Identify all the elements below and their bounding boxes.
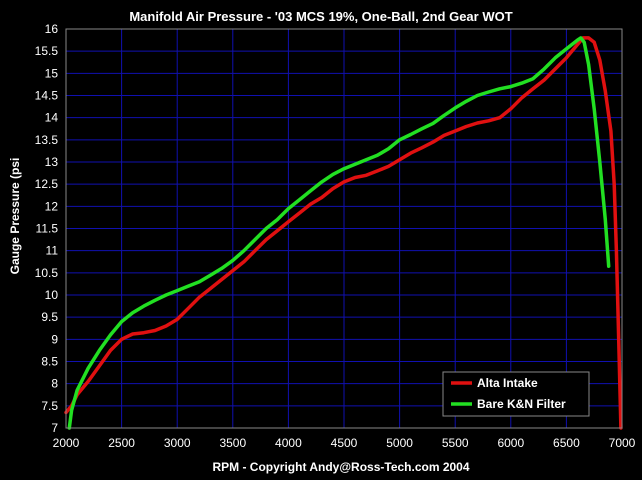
- x-axis-ticks: 2000 2500 3000 3500 4000 4500 5000 5500 6000 6500…: [53, 436, 636, 450]
- series-line-0: [64, 36, 623, 430]
- y-tick-label: 15.5: [35, 44, 59, 58]
- y-tick-label: 11.5: [36, 222, 59, 236]
- x-tick-label: 5500: [442, 436, 469, 450]
- x-tick-label: 2000: [53, 436, 80, 450]
- x-tick-label: 6000: [497, 436, 524, 450]
- x-tick-label: 6500: [553, 436, 580, 450]
- x-tick-label: 2500: [108, 436, 135, 450]
- y-axis-label: Gauge Pressure (psi: [8, 158, 22, 275]
- x-tick-label: 5000: [386, 436, 413, 450]
- x-tick-label: 3000: [164, 436, 191, 450]
- y-tick-label: 7: [51, 421, 58, 435]
- y-tick-label: 12: [45, 199, 59, 213]
- plot-border: [65, 28, 623, 429]
- legend: Alta Intake Bare K&N Filter: [442, 371, 590, 417]
- series-lines: [64, 36, 623, 430]
- y-tick-label: 8.5: [41, 355, 58, 369]
- x-tick-label: 3500: [219, 436, 246, 450]
- y-tick-label: 12.5: [35, 177, 59, 191]
- x-tick-label: 4000: [275, 436, 302, 450]
- y-tick-label: 10: [45, 288, 59, 302]
- y-tick-label: 14: [45, 111, 59, 125]
- y-tick-label: 11: [46, 244, 59, 258]
- chart-title: Manifold Air Pressure - '03 MCS 19%, One…: [129, 9, 512, 24]
- series-line-1: [67, 36, 611, 430]
- y-tick-label: 8: [51, 377, 58, 391]
- y-tick-label: 14.5: [35, 89, 59, 103]
- x-axis-label: RPM - Copyright Andy@Ross-Tech.com 2004: [212, 460, 469, 474]
- y-tick-label: 9.5: [41, 310, 58, 324]
- y-axis-ticks: 7 7.5 8 8.5 9 9.5 10 10.5 11 11.5 12 12.5 13 13.5 14 14…: [35, 22, 59, 435]
- y-tick-label: 13.5: [35, 133, 59, 147]
- x-tick-label: 7000: [609, 436, 636, 450]
- legend-box: [442, 371, 590, 417]
- y-tick-label: 10.5: [35, 266, 59, 280]
- y-tick-label: 15: [45, 66, 59, 80]
- legend-label: Alta Intake: [477, 376, 538, 390]
- y-tick-label: 16: [45, 22, 59, 36]
- y-tick-label: 9: [51, 332, 58, 346]
- legend-label: Bare K&N Filter: [477, 397, 566, 411]
- y-tick-label: 7.5: [41, 399, 58, 413]
- x-tick-label: 4500: [331, 436, 358, 450]
- y-tick-label: 13: [45, 155, 59, 169]
